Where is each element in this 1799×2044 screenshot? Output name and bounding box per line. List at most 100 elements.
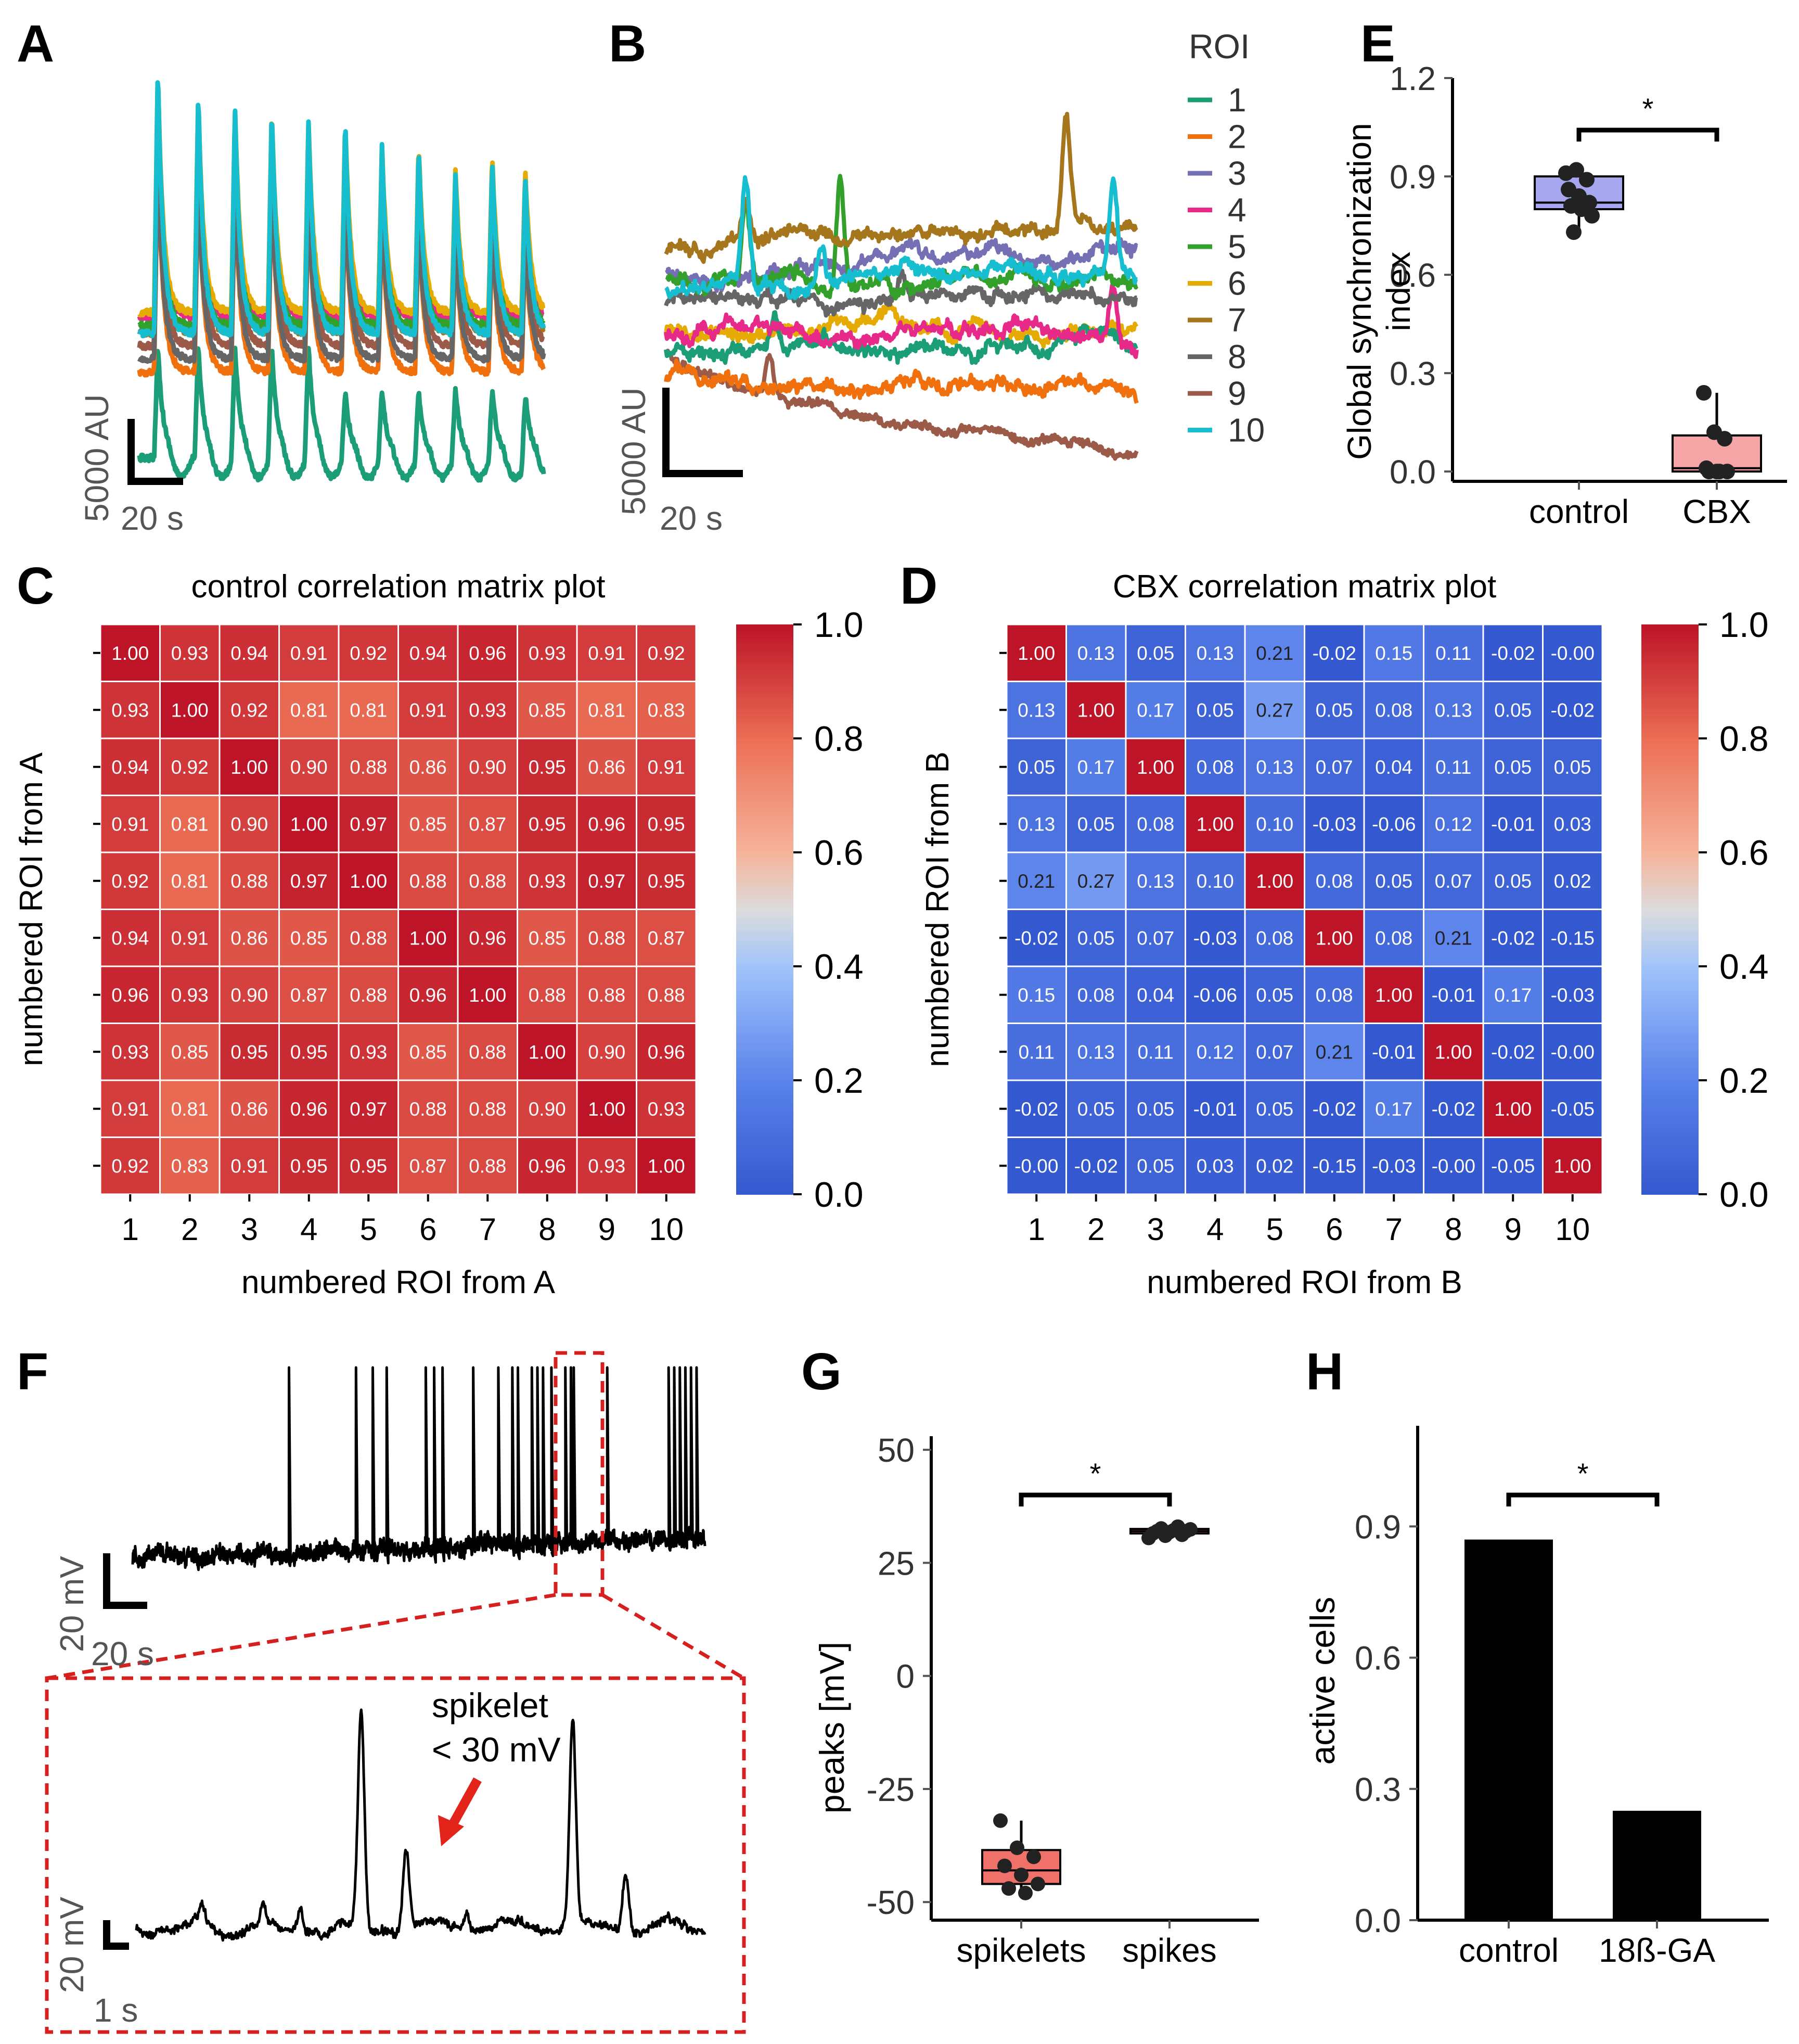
colorbar-c-segment — [736, 969, 793, 973]
heatmap-c-cell-label: 0.97 — [350, 1098, 387, 1120]
colorbar-c-segment — [736, 1145, 793, 1149]
heatmap-d-cell — [1065, 795, 1127, 853]
colorbar-c-segment — [736, 627, 793, 631]
panel-b-scale-x: 20 s — [660, 500, 723, 537]
heatmap-d-cell-label: 0.21 — [1018, 871, 1055, 892]
ytick-label-e: 0.9 — [1390, 158, 1436, 196]
heatmap-c-cell-label: 0.93 — [171, 643, 209, 664]
heatmap-c-cell-label: 1.00 — [409, 927, 447, 949]
significance-star-h: * — [1577, 1457, 1589, 1490]
colorbar-d-segment — [1641, 1134, 1699, 1138]
heatmap-c-cell-label: 0.93 — [171, 985, 209, 1006]
colorbar-c-segment — [736, 912, 793, 916]
heatmap-c-cell — [159, 681, 221, 739]
heatmap-c-cell-label: 0.93 — [529, 643, 566, 664]
heatmap-c-cell-label: 1.00 — [350, 871, 387, 892]
heatmap-c-title: control correlation matrix plot — [191, 569, 606, 605]
colorbar-c-segment — [736, 1180, 793, 1184]
heatmap-c-cell-label: 0.92 — [230, 699, 268, 721]
colorbar-c-segment — [736, 1168, 793, 1172]
colorbar-c-segment — [736, 1026, 793, 1030]
heatmap-c-cell-label: 0.91 — [588, 643, 625, 664]
heatmap-d-cell-label: 0.12 — [1435, 813, 1472, 835]
colorbar-d-segment — [1641, 1100, 1699, 1104]
colorbar-c-segment — [736, 1069, 793, 1072]
colorbar-d-segment — [1641, 852, 1699, 856]
heatmap-d-cell-label: 0.07 — [1435, 871, 1472, 892]
colorbar-c-segment — [736, 875, 793, 879]
heatmap-d-cell-label: -0.00 — [1014, 1155, 1058, 1177]
colorbar-d-segment — [1641, 695, 1699, 699]
ytick-label-e: 0.0 — [1390, 453, 1436, 491]
heatmap-c-cell — [397, 909, 459, 967]
colorbar-d-segment — [1641, 698, 1699, 702]
colorbar-c-segment — [736, 926, 793, 930]
colorbar-c-segment — [736, 838, 793, 842]
ytick-label-e: 1.2 — [1390, 60, 1436, 97]
heatmap-c-cell-label: 0.90 — [230, 813, 268, 835]
heatmap-d-cell-label: 0.27 — [1256, 699, 1293, 721]
heatmap-c-cell-label: 0.86 — [230, 1098, 268, 1120]
colorbar-d-segment — [1641, 1143, 1699, 1146]
colorbar-d-segment — [1641, 849, 1699, 853]
colorbar-d-segment — [1641, 727, 1699, 731]
colorbar-c-segment — [736, 975, 793, 978]
colorbar-d-segment — [1641, 1162, 1699, 1167]
colorbar-d-segment — [1641, 844, 1699, 848]
colorbar-d-segment — [1641, 803, 1699, 808]
colorbar-c-segment — [736, 909, 793, 913]
colorbar-d-segment — [1641, 1120, 1699, 1124]
heatmap-c-cell-label: 0.87 — [648, 927, 685, 949]
colorbar-c-segment — [736, 727, 793, 731]
colorbar-c-segment — [736, 772, 793, 776]
colorbar-c-segment — [736, 630, 793, 634]
colorbar-d-segment — [1641, 1054, 1699, 1058]
colorbar-d-segment — [1641, 1091, 1699, 1095]
heatmap-d-cell — [1244, 737, 1305, 796]
heatmap-d-cell — [1423, 1023, 1484, 1081]
heatmap-c-cell — [457, 909, 518, 967]
legend-label-5: 5 — [1228, 228, 1247, 265]
heatmap-c-cell — [159, 1023, 221, 1081]
colorbar-d-segment — [1641, 1097, 1699, 1101]
heatmap-d-cell-label: 0.05 — [1018, 757, 1055, 778]
data-point-g — [1014, 1868, 1029, 1883]
colorbar-c-segment — [736, 673, 793, 676]
heatmap-d-xtick-label: 1 — [1028, 1212, 1045, 1247]
heatmap-d-cell-label: -0.01 — [1432, 985, 1475, 1006]
colorbar-d-segment — [1641, 1034, 1699, 1038]
heatmap-c-cell — [397, 681, 459, 739]
heatmap-c-cell-label: 0.85 — [529, 927, 566, 949]
heatmap-c-cell — [397, 795, 459, 853]
colorbar-d-segment — [1641, 884, 1699, 887]
heatmap-d-cell — [1304, 909, 1365, 967]
colorbar-c-segment — [736, 957, 793, 962]
heatmap-c-cell — [397, 1079, 459, 1138]
colorbar-d-segment — [1641, 795, 1699, 799]
heatmap-c-xtick-label: 2 — [181, 1212, 198, 1247]
heatmap-d-cell-label: 0.07 — [1316, 757, 1353, 778]
colorbar-d-segment — [1641, 1040, 1699, 1044]
colorbar-d-segment — [1641, 624, 1699, 628]
ytick-label-h: 0.0 — [1355, 1902, 1401, 1939]
colorbar-d-segment — [1641, 826, 1699, 831]
heatmap-d-cell — [1304, 681, 1365, 739]
heatmap-d-cell-label: 0.08 — [1077, 985, 1115, 1006]
colorbar-c-segment — [736, 755, 793, 759]
heatmap-c-cell-label: 0.96 — [588, 813, 625, 835]
heatmap-d-cell-label: 1.00 — [1375, 985, 1412, 1006]
colorbar-d-segment — [1641, 926, 1699, 930]
panel-a-scalebar-lines — [127, 419, 183, 485]
panel-b-scalebar: 5000 AU 20 s — [615, 387, 743, 537]
heatmap-d-cell-label: 0.03 — [1197, 1155, 1234, 1177]
colorbar-d-segment — [1641, 633, 1699, 636]
heatmap-d-cell-label: -0.06 — [1372, 813, 1416, 835]
colorbar-c-segment — [736, 940, 793, 944]
heatmap-c-cell-label: 0.95 — [230, 1041, 268, 1063]
panel-b-scale-y: 5000 AU — [615, 387, 652, 515]
heatmap-d-cell-label: 1.00 — [1197, 813, 1234, 835]
heatmap-c-cell-label: 0.91 — [409, 699, 447, 721]
colorbar-d-segment — [1641, 684, 1699, 688]
heatmap-c-cell — [159, 623, 221, 682]
data-point-e — [1712, 464, 1727, 480]
